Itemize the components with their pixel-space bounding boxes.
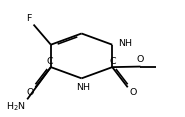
Text: F: F (26, 14, 32, 23)
Text: O: O (137, 55, 144, 64)
Text: O: O (27, 88, 34, 97)
Text: O: O (129, 88, 137, 97)
Text: NH: NH (76, 83, 90, 92)
Text: NH: NH (118, 39, 132, 48)
Text: C: C (110, 57, 117, 66)
Text: C: C (47, 57, 53, 66)
Text: H$_2$N: H$_2$N (6, 101, 25, 113)
